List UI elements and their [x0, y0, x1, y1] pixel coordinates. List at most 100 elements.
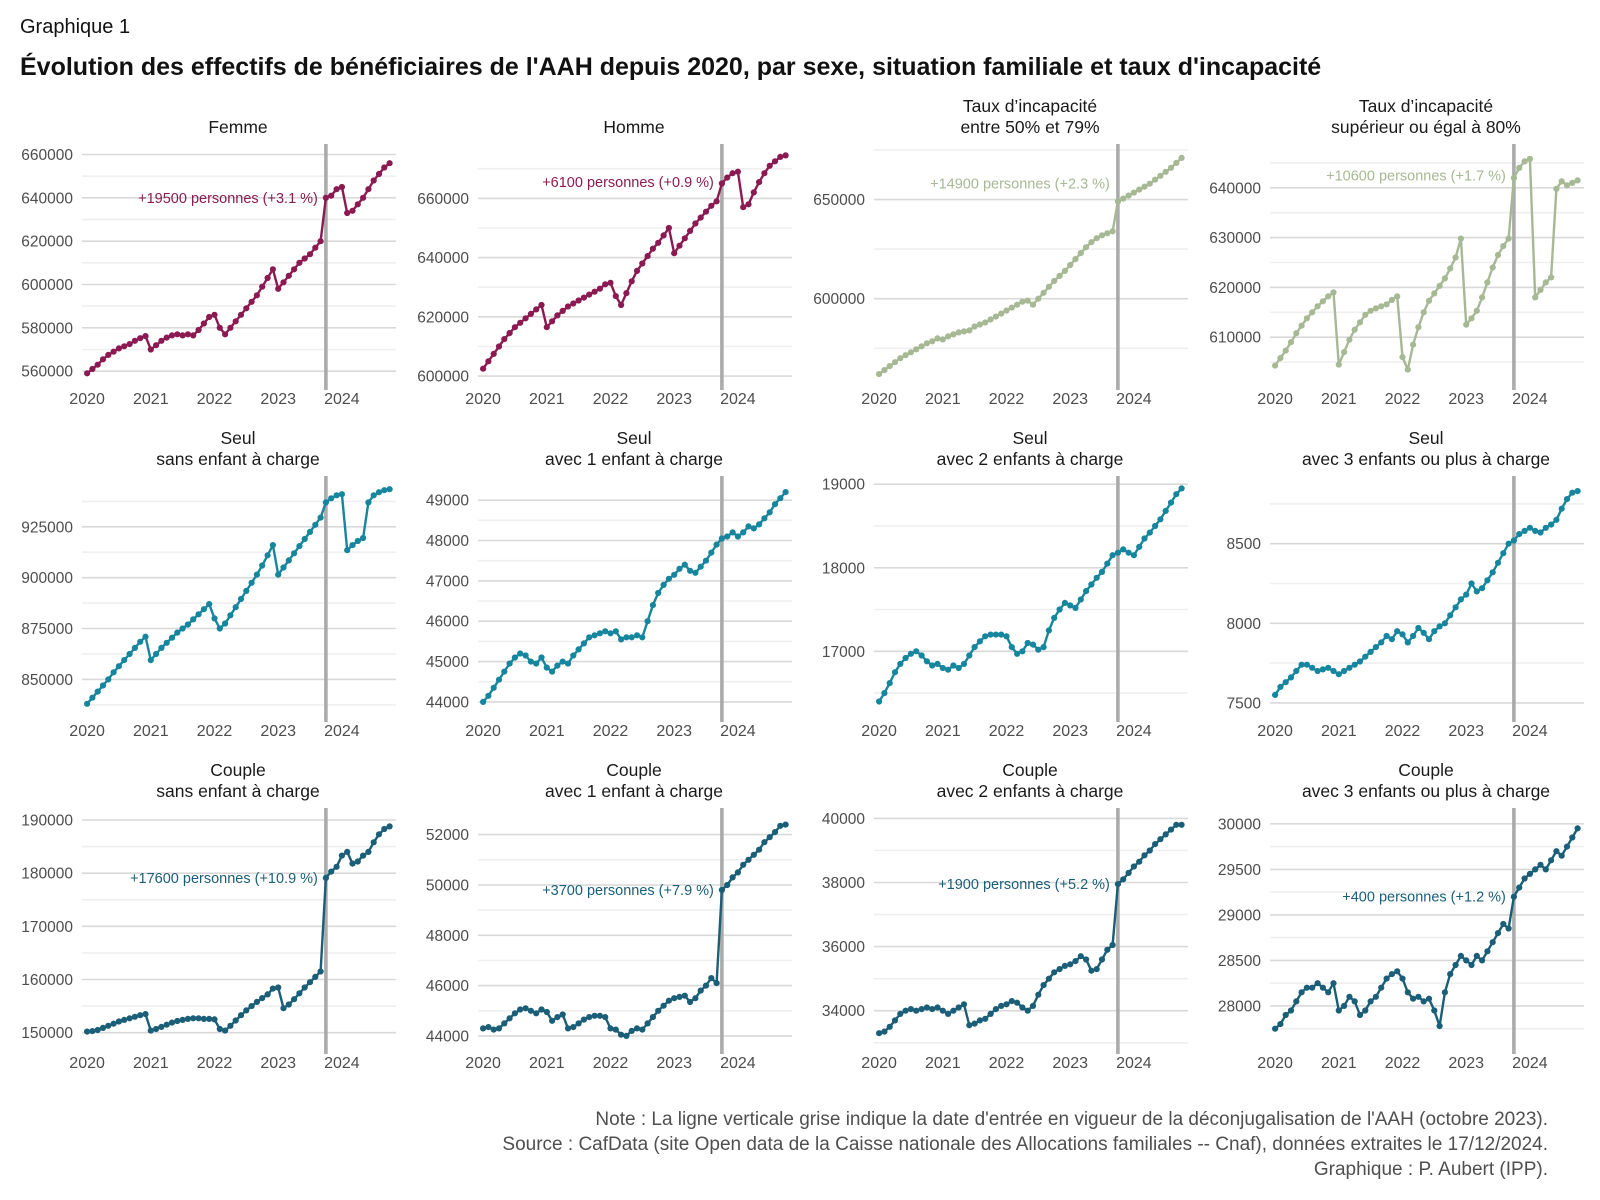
data-point [1505, 540, 1512, 547]
data-point [1431, 1007, 1438, 1014]
data-point [1282, 347, 1289, 354]
data-point [1104, 560, 1111, 567]
data-point [1045, 975, 1052, 982]
data-point [702, 982, 710, 989]
data-point [702, 557, 710, 564]
data-point [275, 571, 282, 578]
jump-annotation: +3700 personnes (+7.9 %) [542, 883, 714, 899]
data-point [1287, 339, 1295, 346]
data-point [1394, 968, 1401, 975]
panel-title-line: Couple [1398, 760, 1454, 780]
data-point [950, 1007, 957, 1014]
data-point [365, 186, 372, 193]
data-point [1457, 596, 1464, 603]
x-tick-label: 2021 [925, 723, 961, 740]
data-point [897, 355, 904, 362]
data-point [681, 992, 688, 999]
data-point [1035, 646, 1042, 653]
data-point [687, 227, 694, 234]
data-point [1136, 858, 1143, 865]
data-point [142, 1011, 149, 1018]
y-tick-label: 52000 [426, 827, 469, 844]
data-point [1330, 289, 1337, 296]
data-point [179, 332, 186, 339]
data-point [702, 208, 710, 215]
data-point [1067, 261, 1074, 269]
data-point [248, 579, 255, 586]
data-point [296, 543, 303, 550]
data-point [1372, 644, 1379, 651]
y-tick-label: 610000 [1209, 330, 1261, 347]
y-tick-label: 875000 [21, 621, 73, 638]
data-point [195, 326, 202, 334]
data-point [89, 365, 96, 373]
data-point [1277, 355, 1284, 362]
x-tick-label: 2021 [529, 723, 565, 740]
data-point [681, 235, 688, 242]
y-tick-label: 29000 [1218, 907, 1261, 924]
data-point [522, 652, 529, 659]
data-point [296, 990, 303, 997]
data-point [913, 1007, 920, 1014]
data-point [216, 625, 223, 632]
data-point [756, 521, 763, 528]
x-tick-label: 2023 [1052, 723, 1088, 740]
series-line [878, 823, 1182, 1035]
y-tick-label: 600000 [813, 291, 865, 308]
data-point [1463, 957, 1470, 964]
data-point [1532, 866, 1539, 873]
x-tick-label: 2024 [324, 1055, 360, 1072]
data-point [1356, 1011, 1364, 1019]
data-point [1447, 612, 1454, 619]
panel-homme: Homme 600000 620000 640000 660000 2020 2021 202… [408, 90, 804, 422]
data-point [676, 565, 683, 572]
data-point [971, 644, 978, 651]
data-point [897, 660, 904, 667]
data-point [153, 650, 160, 658]
x-tick-label: 2022 [1385, 391, 1421, 408]
data-point [216, 324, 223, 331]
data-point [1125, 549, 1132, 556]
data-point [328, 192, 335, 199]
line-chart: 150000 160000 170000 180000 190000 2020 2021 20… [21, 808, 396, 1072]
data-point [876, 371, 883, 378]
y-tick-label: 48000 [426, 533, 469, 550]
x-tick-label: 2024 [1512, 391, 1548, 408]
data-point [1494, 559, 1502, 566]
data-point [1125, 192, 1132, 199]
data-point [1410, 632, 1417, 640]
data-point [511, 1010, 518, 1017]
data-point [1162, 168, 1169, 175]
x-tick-label: 2020 [1257, 723, 1293, 740]
data-point [724, 174, 731, 181]
data-point [1335, 671, 1342, 678]
data-point [1029, 641, 1037, 648]
data-point [105, 1022, 112, 1029]
line-chart: 600000 650000 2020 2021 2022 2023 2024 +14900 p… [813, 144, 1188, 408]
data-point [200, 1015, 207, 1022]
data-point [902, 654, 909, 662]
data-point [628, 1027, 635, 1034]
data-point [1548, 521, 1555, 528]
data-point [1077, 953, 1084, 960]
data-point [375, 489, 383, 496]
data-point [1362, 1007, 1369, 1014]
data-point [923, 658, 930, 665]
data-point [766, 834, 773, 841]
panel-title-line: entre 50% et 79% [960, 117, 1100, 137]
data-point [1298, 322, 1305, 329]
data-point [633, 1025, 641, 1032]
data-point [1510, 893, 1517, 900]
data-point [1346, 993, 1353, 1000]
data-point [227, 612, 234, 619]
data-point [1441, 620, 1448, 627]
data-point [1167, 164, 1175, 171]
data-point [782, 821, 789, 828]
panel-title-line: Seul [1408, 428, 1444, 448]
data-point [649, 245, 656, 252]
data-point [1330, 667, 1337, 675]
data-point [1152, 841, 1159, 848]
data-point [1019, 1004, 1026, 1011]
y-tick-label: 650000 [813, 192, 865, 209]
data-point [1277, 683, 1284, 690]
